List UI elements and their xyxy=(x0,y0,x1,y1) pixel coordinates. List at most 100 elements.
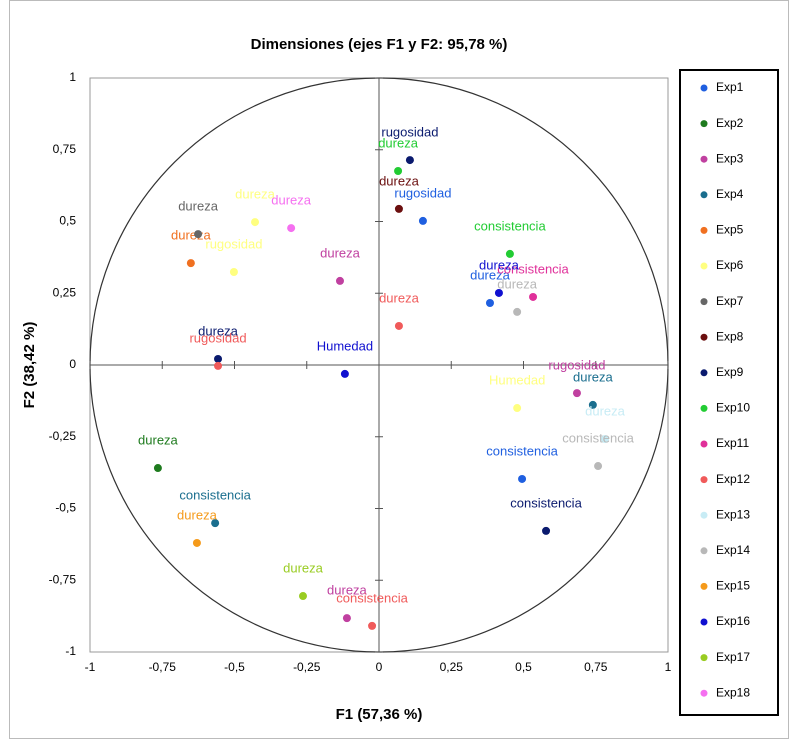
legend-marker xyxy=(700,582,708,590)
x-tick-label: -1 xyxy=(85,660,96,674)
x-tick-label: -0,5 xyxy=(224,660,245,674)
point xyxy=(335,276,344,285)
point-label: dureza xyxy=(235,187,276,202)
point-label: rugosidad xyxy=(381,125,438,140)
legend-label: Exp3 xyxy=(716,151,744,165)
legend-marker xyxy=(700,84,708,92)
x-tick-label: 0,75 xyxy=(584,660,608,674)
point-label: consistencia xyxy=(179,488,251,503)
point-label: dureza xyxy=(585,403,626,418)
chart-frame xyxy=(9,0,789,739)
y-tick-label: -0,5 xyxy=(55,501,76,515)
point-label: rugosidad xyxy=(205,236,262,251)
point xyxy=(542,526,551,535)
point xyxy=(494,288,503,297)
point-label: consistencia xyxy=(474,218,546,233)
point xyxy=(153,464,162,473)
point-label: dureza xyxy=(327,583,368,598)
point xyxy=(298,592,307,601)
legend-marker xyxy=(700,226,708,234)
legend-marker xyxy=(700,476,708,484)
point-label: dureza xyxy=(479,257,520,272)
legend-marker xyxy=(700,618,708,626)
point xyxy=(418,216,427,225)
legend-marker xyxy=(700,298,708,306)
legend-box xyxy=(679,69,779,716)
point xyxy=(229,268,238,277)
y-tick-label: 0,25 xyxy=(53,285,77,299)
point-label: Humedad xyxy=(317,338,373,353)
point xyxy=(186,259,195,268)
point-label: rugosidad xyxy=(548,358,605,373)
legend-marker xyxy=(700,404,708,412)
y-tick-label: -0,25 xyxy=(49,429,77,443)
point xyxy=(513,307,522,316)
point xyxy=(588,400,597,409)
point xyxy=(394,204,403,213)
point xyxy=(594,462,603,471)
point-label: dureza xyxy=(177,507,218,522)
legend-label: Exp10 xyxy=(716,401,750,415)
point-label: dureza xyxy=(379,290,420,305)
point xyxy=(342,614,351,623)
legend-marker xyxy=(700,120,708,128)
point xyxy=(340,369,349,378)
point-label: dureza xyxy=(573,369,614,384)
x-tick-label: 0,5 xyxy=(515,660,532,674)
point-label: rugosidad xyxy=(394,185,451,200)
x-tick-label: -0,75 xyxy=(149,660,177,674)
point xyxy=(405,156,414,165)
x-tick-label: -0,25 xyxy=(293,660,321,674)
point xyxy=(600,435,609,444)
point xyxy=(505,249,514,258)
point xyxy=(485,299,494,308)
point-label: consistencia xyxy=(510,495,582,510)
y-tick-label: 0,75 xyxy=(53,142,77,156)
legend-label: Exp8 xyxy=(716,329,744,343)
y-tick-label: -0,75 xyxy=(49,572,77,586)
point-label: dureza xyxy=(283,560,324,575)
point xyxy=(287,224,296,233)
point xyxy=(251,218,260,227)
legend-label: Exp14 xyxy=(716,543,750,557)
point-label: rugosidad xyxy=(189,330,246,345)
point xyxy=(368,621,377,630)
x-tick-label: 1 xyxy=(665,660,672,674)
legend-label: Exp2 xyxy=(716,116,744,130)
legend-label: Exp17 xyxy=(716,650,750,664)
point xyxy=(214,354,223,363)
legend-marker xyxy=(700,191,708,199)
point-label: consistencia xyxy=(486,443,558,458)
legend-label: Exp18 xyxy=(716,685,750,699)
point xyxy=(529,292,538,301)
point-label: dureza xyxy=(379,173,420,188)
x-tick-label: 0 xyxy=(376,660,383,674)
point-label: Humedad xyxy=(489,372,545,387)
point xyxy=(214,361,223,370)
point-label: consistencia xyxy=(336,590,408,605)
legend-marker xyxy=(700,654,708,662)
legend-label: Exp1 xyxy=(716,80,744,94)
legend-label: Exp7 xyxy=(716,294,744,308)
point-label: dureza xyxy=(497,276,538,291)
point xyxy=(192,538,201,547)
point xyxy=(211,519,220,528)
point-label: dureza xyxy=(138,432,179,447)
y-tick-label: 1 xyxy=(69,70,76,84)
legend-label: Exp5 xyxy=(716,223,744,237)
y-tick-label: -1 xyxy=(65,644,76,658)
y-tick-label: 0 xyxy=(69,357,76,371)
point-label: dureza xyxy=(378,135,419,150)
point-label: dureza xyxy=(320,245,361,260)
legend-marker xyxy=(700,369,708,377)
point-label: dureza xyxy=(198,323,239,338)
legend-label: Exp6 xyxy=(716,258,744,272)
legend-label: Exp13 xyxy=(716,507,750,521)
point-label: dureza xyxy=(470,267,511,282)
legend-marker xyxy=(700,155,708,163)
point-label: dureza xyxy=(171,228,212,243)
legend-marker xyxy=(700,689,708,697)
point xyxy=(513,404,522,413)
x-tick-label: 0,25 xyxy=(440,660,464,674)
